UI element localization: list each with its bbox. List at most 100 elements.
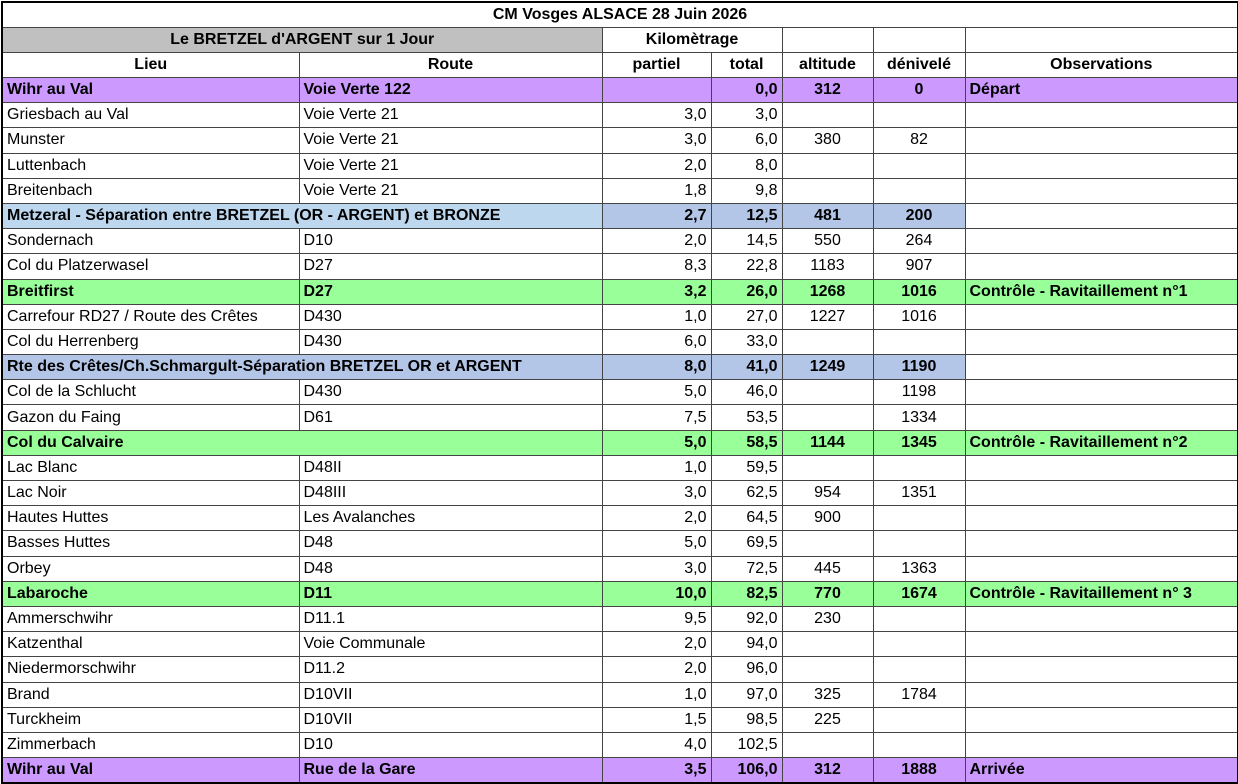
empty-cell bbox=[964, 706, 1238, 733]
total-cell: 46,0 bbox=[710, 379, 783, 406]
partiel-cell: 1,8 bbox=[601, 177, 712, 204]
empty-cell bbox=[781, 152, 874, 179]
table-row: Lac Blanc D48II 1,0 59,5 bbox=[1, 454, 1238, 482]
empty-cell bbox=[781, 454, 874, 482]
lieu-cell: Luttenbach bbox=[1, 152, 300, 179]
partiel-cell: 2,0 bbox=[601, 505, 712, 532]
empty-cell bbox=[964, 404, 1238, 431]
lieu-cell: Griesbach au Val bbox=[1, 102, 300, 129]
lieu-cell: Orbey bbox=[1, 555, 300, 582]
table-row: Griesbach au Val Voie Verte 21 3,0 3,0 bbox=[1, 102, 1238, 129]
lieu-cell: Lac Blanc bbox=[1, 454, 300, 482]
route-cell: D61 bbox=[298, 404, 603, 431]
table-row: Ammerschwihr D11.1 9,5 92,0 230 bbox=[1, 605, 1238, 633]
partiel-cell: 3,0 bbox=[601, 127, 712, 154]
denivele-cell: 1674 bbox=[872, 580, 966, 607]
partiel-cell: 5,0 bbox=[601, 379, 712, 406]
total-cell: 106,0 bbox=[710, 757, 783, 784]
altitude-cell: 312 bbox=[781, 76, 874, 104]
partiel-cell: 5,0 bbox=[601, 530, 712, 557]
observations-cell: Contrôle - Ravitaillement n°2 bbox=[964, 429, 1238, 456]
route-cell: D430 bbox=[298, 379, 603, 406]
denivele-cell: 907 bbox=[872, 253, 966, 280]
empty-cell bbox=[964, 177, 1238, 204]
lieu-cell: Labaroche bbox=[1, 580, 300, 607]
empty-cell bbox=[781, 656, 874, 683]
route-cell: D11.2 bbox=[298, 656, 603, 683]
empty-cell bbox=[872, 731, 966, 759]
empty-cell bbox=[964, 102, 1238, 129]
table-row: Katzenthal Voie Communale 2,0 94,0 bbox=[1, 631, 1238, 658]
altitude-cell: 1268 bbox=[781, 278, 874, 305]
partiel-cell: 3,0 bbox=[601, 102, 712, 129]
empty-cell bbox=[872, 706, 966, 733]
route-cell: Voie Verte 21 bbox=[298, 102, 603, 129]
altitude-cell: 550 bbox=[781, 228, 874, 255]
table-row: Labaroche D11 10,0 82,5 770 1674 Contrôle - Ra… bbox=[1, 580, 1238, 607]
table-row: Rte des Crêtes/Ch.Schmargult-Séparation … bbox=[1, 354, 1238, 381]
empty-cell bbox=[964, 731, 1238, 759]
empty-cell bbox=[872, 152, 966, 179]
table-subtitle: Le BRETZEL d'ARGENT sur 1 Jour bbox=[1, 27, 603, 53]
table-row: Col du Platzerwasel D27 8,3 22,8 1183 907 bbox=[1, 253, 1238, 280]
route-cell: D10 bbox=[298, 731, 603, 759]
lieu-cell: Ammerschwihr bbox=[1, 605, 300, 633]
partiel-cell: 3,0 bbox=[601, 479, 712, 507]
partiel-cell: 2,0 bbox=[601, 631, 712, 658]
table-row: Sondernach D10 2,0 14,5 550 264 bbox=[1, 228, 1238, 255]
partiel-cell: 1,0 bbox=[601, 454, 712, 482]
empty-cell bbox=[872, 454, 966, 482]
empty-cell bbox=[964, 605, 1238, 633]
column-header: total bbox=[710, 52, 783, 78]
partiel-cell: 2,0 bbox=[601, 228, 712, 255]
column-header: Observations bbox=[964, 52, 1238, 78]
empty-cell bbox=[964, 656, 1238, 683]
empty-cell bbox=[872, 530, 966, 557]
route-cell: D430 bbox=[298, 303, 603, 330]
table-row: Lac Noir D48III 3,0 62,5 954 1351 bbox=[1, 479, 1238, 507]
route-cell: D27 bbox=[298, 278, 603, 305]
partiel-cell: 10,0 bbox=[601, 580, 712, 607]
table-row: Zimmerbach D10 4,0 102,5 bbox=[1, 731, 1238, 759]
altitude-cell: 1227 bbox=[781, 303, 874, 330]
denivele-cell: 0 bbox=[872, 76, 966, 104]
empty-cell bbox=[872, 605, 966, 633]
observations-cell: Départ bbox=[964, 76, 1238, 104]
total-cell: 98,5 bbox=[710, 706, 783, 733]
lieu-cell: Brand bbox=[1, 681, 300, 708]
route-cell: Les Avalanches bbox=[298, 505, 603, 532]
altitude-cell: 954 bbox=[781, 479, 874, 507]
empty-cell bbox=[872, 27, 966, 53]
denivele-cell: 1334 bbox=[872, 404, 966, 431]
empty-cell bbox=[964, 555, 1238, 582]
empty-cell bbox=[781, 328, 874, 356]
lieu-cell: Breitfirst bbox=[1, 278, 300, 305]
total-cell: 69,5 bbox=[710, 530, 783, 557]
column-header: partiel bbox=[601, 52, 712, 78]
table-title: CM Vosges ALSACE 28 Juin 2026 bbox=[1, 1, 1238, 28]
lieu-cell: Wihr au Val bbox=[1, 76, 300, 104]
empty-cell bbox=[964, 303, 1238, 330]
empty-cell bbox=[964, 505, 1238, 532]
lieu-cell: Wihr au Val bbox=[1, 757, 300, 784]
partiel-cell: 2,0 bbox=[601, 152, 712, 179]
total-cell: 22,8 bbox=[710, 253, 783, 280]
table-row: Munster Voie Verte 21 3,0 6,0 380 82 bbox=[1, 127, 1238, 154]
total-cell: 94,0 bbox=[710, 631, 783, 658]
route-cell: D48III bbox=[298, 479, 603, 507]
denivele-cell: 82 bbox=[872, 127, 966, 154]
lieu-cell: Col du Platzerwasel bbox=[1, 253, 300, 280]
partiel-cell: 3,5 bbox=[601, 757, 712, 784]
lieu-cell: Sondernach bbox=[1, 228, 300, 255]
table-row: Wihr au Val Rue de la Gare 3,5 106,0 312 1888… bbox=[1, 757, 1238, 784]
empty-cell bbox=[781, 404, 874, 431]
empty-cell bbox=[964, 328, 1238, 356]
denivele-cell: 1016 bbox=[872, 303, 966, 330]
lieu-cell: Turckheim bbox=[1, 706, 300, 733]
altitude-cell: 1144 bbox=[781, 429, 874, 456]
altitude-cell: 312 bbox=[781, 757, 874, 784]
denivele-cell: 1198 bbox=[872, 379, 966, 406]
lieu-cell: Basses Huttes bbox=[1, 530, 300, 557]
route-cell: Rue de la Gare bbox=[298, 757, 603, 784]
partiel-cell: 1,5 bbox=[601, 706, 712, 733]
